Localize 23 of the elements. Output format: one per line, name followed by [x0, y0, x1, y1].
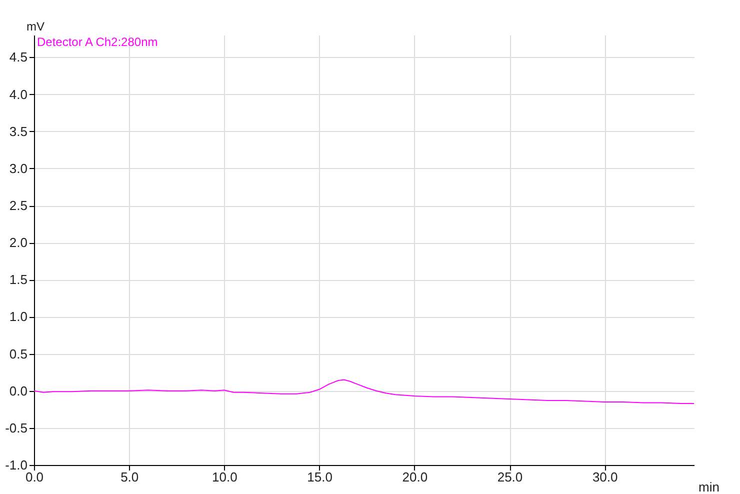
x-tick-label: 0.0 [25, 470, 44, 484]
y-tick-label: 0.0 [9, 383, 28, 398]
x-tick-label: 15.0 [307, 470, 332, 484]
x-tick-label: 5.0 [120, 470, 139, 484]
x-tick-label: 10.0 [212, 470, 238, 484]
x-axis-title: min [698, 480, 720, 494]
y-tick-label: 2.5 [9, 198, 28, 214]
y-axis-title: mV [26, 20, 44, 34]
x-tick-label: 25.0 [497, 470, 523, 484]
y-tick-label: 2.0 [9, 235, 28, 250]
y-tick-label: -1.0 [5, 458, 28, 472]
y-tick-label: 4.5 [9, 50, 28, 65]
y-tick-label: 1.5 [9, 272, 28, 288]
x-tick-label: 20.0 [402, 470, 428, 484]
y-tick-label: 3.0 [9, 160, 28, 176]
x-tick-label: 30.0 [592, 470, 618, 484]
text: Detector A Ch2:280nm [37, 35, 158, 49]
line-series [34, 379, 694, 404]
y-tick-label: 0.5 [9, 346, 28, 362]
y-tick-label: 1.0 [9, 309, 28, 324]
y-tick-label: -0.5 [5, 420, 28, 436]
y-tick-label: 3.5 [9, 124, 28, 139]
y-tick-label: 4.0 [9, 86, 28, 102]
